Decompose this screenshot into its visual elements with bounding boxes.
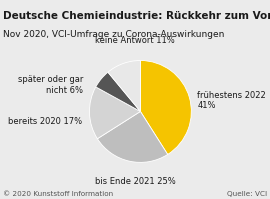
Text: später oder gar
nicht 6%: später oder gar nicht 6% [18,75,83,95]
Text: Deutsche Chemieindustrie: Rückkehr zum Vorkrisenniveau: Deutsche Chemieindustrie: Rückkehr zum V… [3,11,270,21]
Text: keine Antwort 11%: keine Antwort 11% [95,36,175,45]
Text: bereits 2020 17%: bereits 2020 17% [8,117,82,126]
Text: bis Ende 2021 25%: bis Ende 2021 25% [95,177,176,186]
Text: frühestens 2022
41%: frühestens 2022 41% [197,91,266,110]
Wedge shape [97,111,168,162]
Wedge shape [140,60,191,154]
Wedge shape [89,87,140,139]
Text: © 2020 Kunststoff Information: © 2020 Kunststoff Information [3,191,113,197]
Wedge shape [108,60,140,111]
Wedge shape [96,72,140,111]
Text: Nov 2020, VCI-Umfrage zu Corona-Auswirkungen: Nov 2020, VCI-Umfrage zu Corona-Auswirku… [3,30,225,39]
Text: Quelle: VCI: Quelle: VCI [227,191,267,197]
